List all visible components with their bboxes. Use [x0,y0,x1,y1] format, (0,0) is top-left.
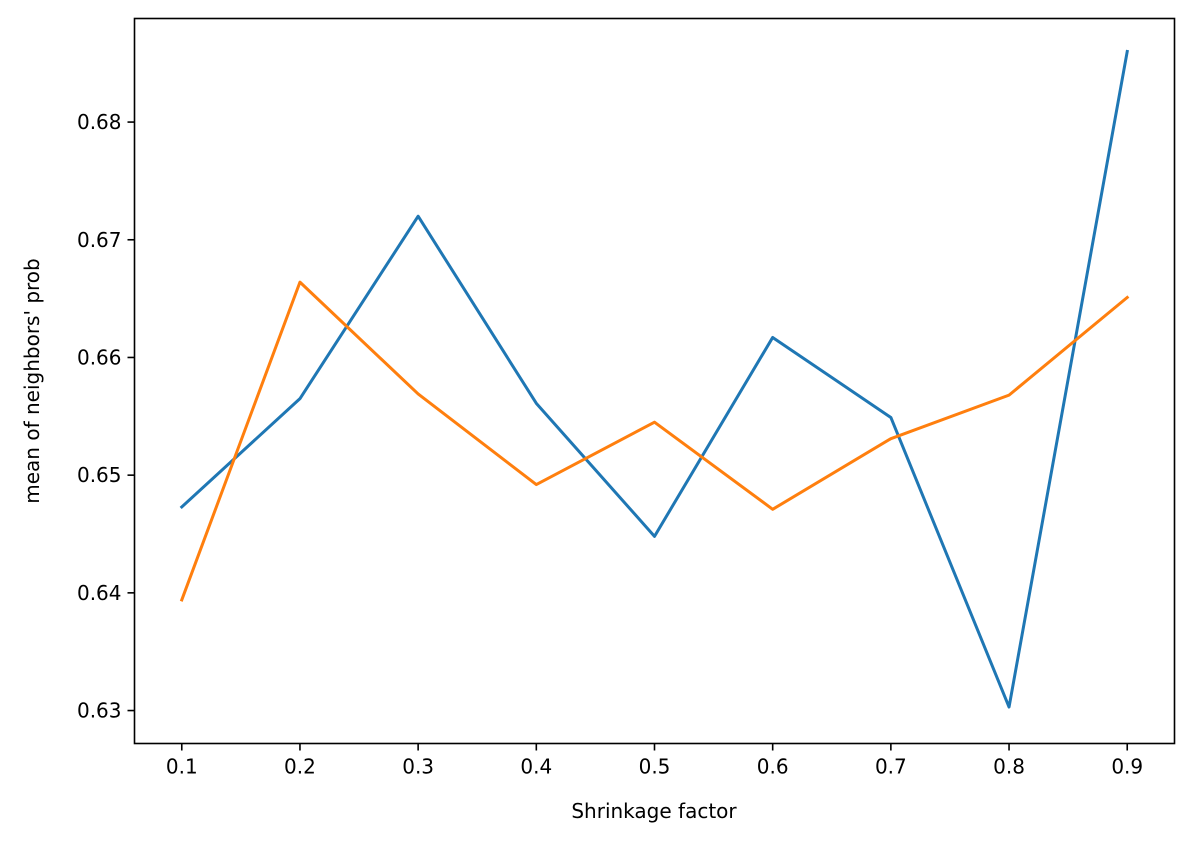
series-line-2 [179,280,1130,602]
y-axis-label: mean of neighbors' prob [20,258,44,503]
x-tick-label: 0.8 [993,755,1025,779]
y-tick-label: 0.66 [77,345,122,369]
x-tick-label: 0.4 [520,755,552,779]
x-tick-label: 0.6 [757,755,789,779]
series-line-1 [179,49,1129,709]
y-tick-label: 0.64 [77,581,122,605]
x-axis-ticks: 0.1 0.2 0.3 0.4 0.5 0.6 0.7 0.8 0.9 [166,743,1143,779]
y-tick-label: 0.67 [77,228,122,252]
x-tick-label: 0.3 [402,755,434,779]
x-tick-label: 0.5 [639,755,671,779]
x-tick-label: 0.7 [875,755,907,779]
x-tick-label: 0.1 [166,755,198,779]
x-axis-label: Shrinkage factor [571,799,737,823]
x-tick-label: 0.2 [284,755,316,779]
y-tick-label: 0.63 [77,699,122,723]
series-layer [179,49,1130,709]
y-tick-label: 0.65 [77,463,122,487]
y-tick-label: 0.68 [77,110,122,134]
x-tick-label: 0.9 [1111,755,1143,779]
y-axis-ticks: 0.63 0.64 0.65 0.66 0.67 0.68 [77,110,135,723]
